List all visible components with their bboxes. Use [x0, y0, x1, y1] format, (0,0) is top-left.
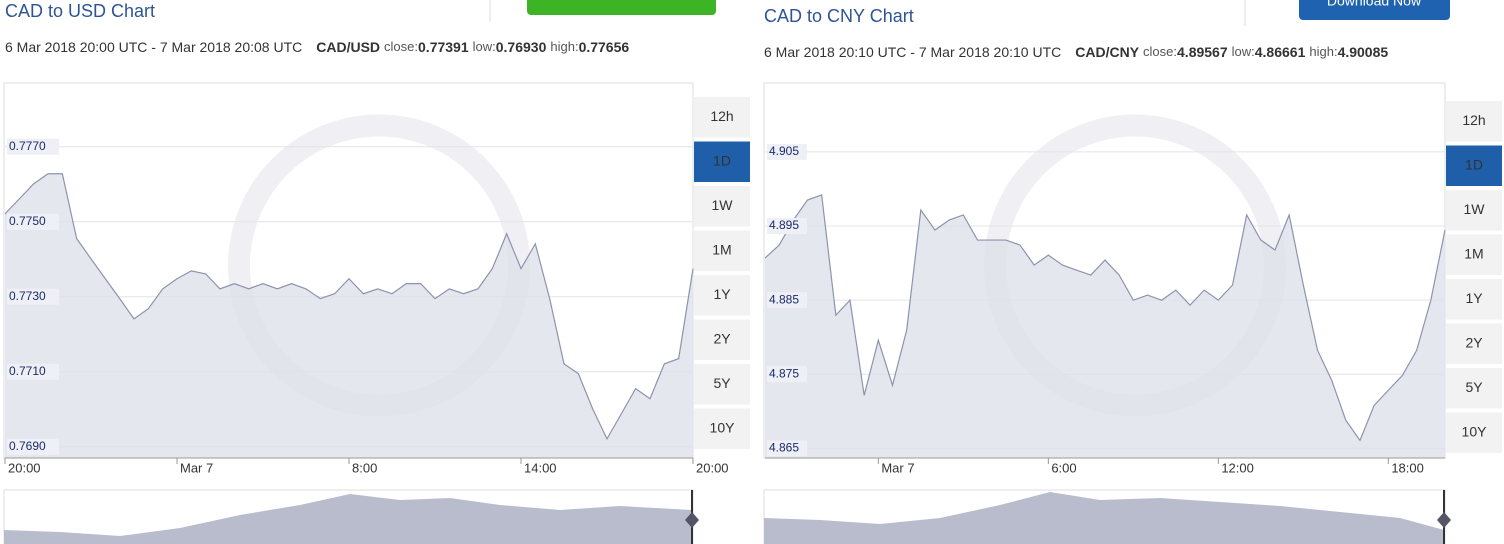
range-button-label: 1D: [713, 152, 731, 168]
range-button-label: 10Y: [710, 419, 736, 435]
y-tick-label: 4.865: [769, 441, 799, 455]
stat-label: high:: [1309, 44, 1337, 59]
x-tick-label: 8:00: [352, 460, 377, 475]
range-button-label: 5Y: [713, 375, 731, 391]
y-tick-label: 4.895: [769, 218, 799, 232]
range-button[interactable]: [1446, 412, 1502, 454]
date-range: 6 Mar 2018 20:00 UTC - 7 Mar 2018 20:08 …: [5, 39, 302, 55]
x-tick-label: 20:00: [696, 460, 729, 475]
chart-info: 6 Mar 2018 20:00 UTC - 7 Mar 2018 20:08 …: [5, 39, 629, 55]
range-button[interactable]: [694, 275, 750, 316]
stat-value: 4.89567: [1177, 44, 1228, 60]
x-tick-label: 6:00: [1051, 460, 1076, 475]
range-button-label: 1M: [1464, 245, 1483, 261]
x-tick-label: Mar 7: [180, 460, 213, 475]
range-button[interactable]: [694, 319, 750, 361]
range-button-label: 12h: [710, 108, 733, 124]
y-tick-bg: [767, 143, 807, 160]
line: [764, 194, 1446, 442]
range-button[interactable]: [1446, 145, 1502, 187]
range-button-label: 12h: [1462, 112, 1485, 128]
area: [765, 194, 1445, 458]
download-button[interactable]: [1299, 0, 1450, 20]
range-button[interactable]: [1446, 368, 1502, 409]
stat-label: low:: [473, 39, 496, 54]
range-button-label: 5Y: [1465, 379, 1483, 395]
x-tick-label: 14:00: [524, 460, 557, 475]
stat-value: 4.86661: [1255, 44, 1306, 60]
range-button-label: 1W: [1464, 201, 1486, 217]
range-button[interactable]: [1446, 234, 1502, 276]
range-button-label: 10Y: [1462, 423, 1488, 439]
range-button[interactable]: [694, 408, 750, 450]
chart-info: 6 Mar 2018 20:10 UTC - 7 Mar 2018 20:10 …: [764, 44, 1388, 60]
range-button-label: 1D: [1465, 156, 1483, 172]
range-button[interactable]: [694, 141, 750, 183]
y-tick-bg: [767, 292, 807, 309]
y-tick-bg: [767, 440, 807, 457]
line: [4, 173, 694, 441]
y-tick-bg: [767, 366, 807, 383]
pair: CAD/CNY: [1075, 44, 1139, 60]
range-button[interactable]: [694, 97, 750, 138]
download-button-label: Download Now: [1327, 0, 1422, 9]
range-button[interactable]: [1446, 101, 1502, 142]
y-tick-label: 0.7730: [9, 289, 46, 303]
x-tick-label: 20:00: [8, 460, 41, 475]
stat-label: high:: [550, 39, 578, 54]
y-tick-label: 4.905: [769, 144, 799, 158]
stat-label: close:: [1143, 44, 1177, 59]
stat-label: low:: [1232, 44, 1255, 59]
y-tick-label: 0.7710: [9, 364, 46, 378]
range-button-label: 2Y: [1465, 334, 1483, 350]
range-button-label: 1Y: [713, 286, 731, 302]
date-range: 6 Mar 2018 20:10 UTC - 7 Mar 2018 20:10 …: [764, 44, 1061, 60]
y-tick-bg: [7, 438, 59, 455]
chart-title: CAD to CNY Chart: [764, 6, 914, 26]
y-tick-label: 0.7770: [9, 139, 46, 153]
range-button-label: 1M: [712, 241, 731, 257]
range-button[interactable]: [694, 230, 750, 272]
x-tick-label: 12:00: [1221, 460, 1254, 475]
range-button[interactable]: [1446, 323, 1502, 365]
y-tick-label: 0.7690: [9, 439, 46, 453]
navigator: [3, 489, 1451, 544]
range-button[interactable]: [1446, 190, 1502, 231]
range-button-label: 2Y: [713, 330, 731, 346]
y-tick-label: 0.7750: [9, 214, 46, 228]
y-tick-label: 4.885: [769, 292, 799, 306]
x-tick-label: Mar 7: [881, 460, 914, 475]
y-tick-bg: [767, 218, 807, 235]
range-button-label: 1Y: [1465, 290, 1483, 306]
range-button-label: 1W: [712, 197, 734, 213]
stat-value: 4.90085: [1338, 44, 1389, 60]
stat-value: 0.77391: [418, 39, 469, 55]
area: [5, 173, 693, 458]
convert-button[interactable]: [527, 0, 716, 15]
stat-label: close:: [384, 39, 418, 54]
x-tick-label: 18:00: [1391, 460, 1424, 475]
chart-title: CAD to USD Chart: [5, 1, 155, 21]
range-button[interactable]: [1446, 279, 1502, 320]
y-tick-bg: [7, 363, 59, 380]
y-tick-bg: [7, 138, 59, 155]
pair: CAD/USD: [316, 39, 380, 55]
stat-value: 0.76930: [496, 39, 547, 55]
stat-value: 0.77656: [579, 39, 630, 55]
y-tick-bg: [7, 288, 59, 305]
y-tick-bg: [7, 213, 59, 230]
y-tick-label: 4.875: [769, 366, 799, 380]
range-button[interactable]: [694, 364, 750, 405]
range-button[interactable]: [694, 186, 750, 227]
